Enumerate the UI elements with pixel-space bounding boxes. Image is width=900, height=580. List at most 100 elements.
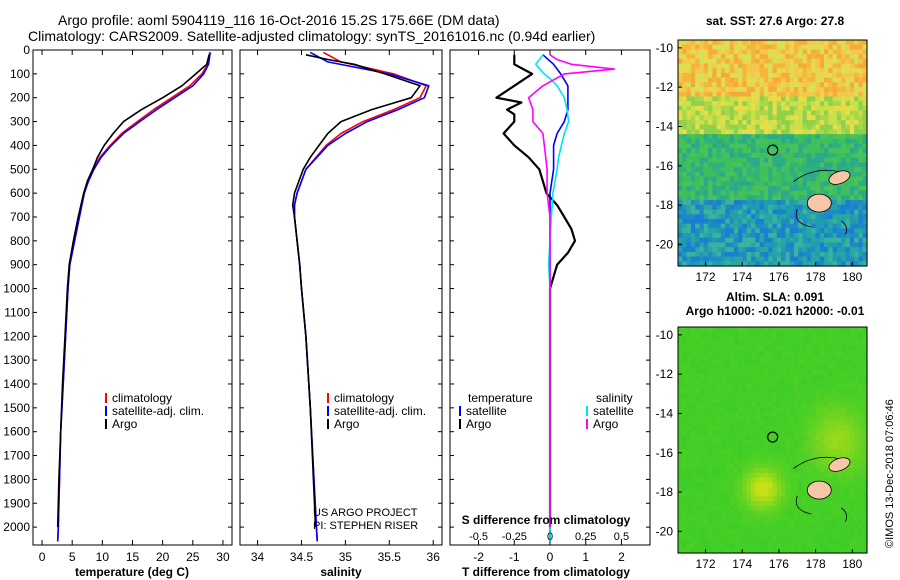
sla-map-cell [785, 444, 791, 451]
sla-map-cell [755, 472, 761, 479]
sst-map-cell [738, 157, 744, 164]
sla-map-cell [854, 491, 860, 498]
sla-map-cell [849, 402, 855, 408]
sst-map-cell [836, 138, 842, 145]
sst-map-cell [811, 233, 817, 239]
sst-map-cell [712, 242, 718, 248]
sst-map-cell [858, 124, 864, 131]
sla-map-cell [776, 529, 782, 535]
sst-map-cell [712, 237, 718, 244]
sst-map-cell [703, 124, 709, 131]
sst-map-cell [699, 200, 705, 206]
sst-map-cell [811, 167, 817, 173]
sla-map-cell [751, 501, 756, 507]
sla-map-cell [811, 430, 817, 436]
sla-map-cell [738, 538, 744, 545]
sst-map-cell [742, 242, 748, 248]
sla-map-cell [703, 430, 709, 436]
sst-map-ytick-label: -16 [656, 159, 674, 173]
sla-map-cell [785, 538, 791, 545]
sla-map-cell [819, 331, 825, 338]
sst-map-cell [742, 190, 748, 196]
sst-map-cell [789, 242, 795, 248]
sst-map-cell [678, 40, 683, 46]
sla-map-cell [781, 510, 786, 516]
sst-map-cell [690, 233, 696, 239]
sla-map-cell [815, 392, 821, 399]
sst-map-cell [751, 87, 756, 93]
sla-map-cell [703, 407, 709, 413]
sst-map-cell [708, 237, 713, 244]
sla-map-cell [729, 388, 735, 394]
sst-map-cell [828, 40, 834, 46]
sla-map-cell [738, 397, 744, 403]
sla-map-cell [690, 529, 696, 535]
sla-map-cell [742, 369, 748, 375]
sst-map-cell [841, 63, 847, 69]
sla-map-cell [841, 383, 847, 389]
sst-map-cell [729, 209, 735, 215]
sst-map-cell [772, 218, 778, 225]
sla-map-cell [686, 520, 692, 526]
sst-map-cell [862, 153, 868, 159]
sla-map-cell [862, 496, 868, 502]
sla-map-cell [768, 543, 774, 549]
sst-map-cell [789, 167, 795, 173]
sla-map-cell [802, 402, 808, 408]
sla-map-cell [703, 505, 709, 512]
sla-map-cell [703, 421, 709, 427]
sst-map-cell [678, 251, 683, 258]
sla-map-cell [768, 392, 774, 399]
sla-map-cell [755, 501, 761, 507]
sla-map-cell [738, 491, 744, 498]
sst-map-cell [824, 242, 829, 248]
sst-map-cell [755, 124, 761, 131]
sst-map-cell [772, 96, 778, 102]
sla-map-cell [828, 359, 834, 366]
sst-map-cell [725, 162, 731, 168]
sla-map-cell [841, 496, 847, 502]
sst-map-cell [819, 120, 825, 126]
sla-map-cell [768, 505, 774, 512]
sst-map-cell [776, 176, 782, 182]
sst-map-cell [781, 101, 786, 107]
sla-map-cell [806, 359, 812, 366]
sst-map-cell [716, 101, 722, 107]
sst-map-cell [862, 82, 868, 88]
sla-map-heatmap [678, 327, 868, 554]
difference-xlabel: T difference from climatology [462, 565, 630, 579]
sst-map-cell [716, 247, 722, 253]
sla-map-cell [802, 331, 808, 338]
sla-map-cell [720, 548, 726, 554]
sst-map-cell [768, 120, 774, 126]
sla-map-cell [708, 364, 713, 370]
sla-map-cell [836, 505, 842, 512]
sst-map-cell [768, 242, 774, 248]
sst-map-cell [854, 237, 860, 244]
sla-map-frame [677, 326, 868, 554]
sst-map-cell [854, 214, 860, 220]
sla-map-cell [841, 529, 847, 535]
sst-map-cell [828, 228, 834, 234]
sst-map-cell [733, 190, 739, 196]
sst-map-cell [845, 200, 851, 206]
sst-map-cell [712, 101, 718, 107]
sla-map-cell [793, 345, 799, 352]
sla-map-cell [703, 477, 709, 483]
sst-map-cell [690, 214, 696, 220]
sla-map-cell [811, 350, 817, 356]
sst-map-cell [854, 49, 860, 55]
sst-map-cell [832, 138, 838, 145]
sla-map-cell [789, 501, 795, 507]
sst-map-cell [699, 190, 705, 196]
sst-map-cell [854, 58, 860, 65]
sla-map-cell [768, 341, 774, 347]
sla-map-cell [746, 341, 752, 347]
sst-map-cell [686, 138, 692, 145]
sst-map-cell [742, 176, 748, 182]
sla-map-cell [858, 543, 864, 549]
sla-map-cell [793, 491, 799, 498]
sla-map-cell [725, 505, 731, 512]
sla-map-cell [733, 435, 739, 441]
sla-map-cell [733, 538, 739, 545]
